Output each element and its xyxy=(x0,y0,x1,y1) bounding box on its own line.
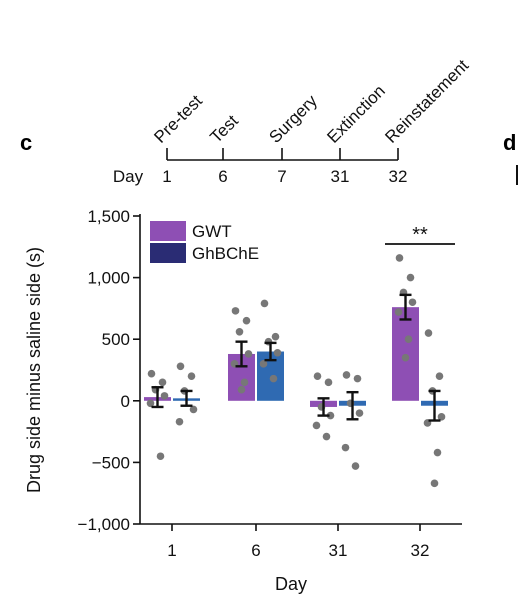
data-point xyxy=(324,378,333,387)
data-point xyxy=(147,369,156,378)
data-point xyxy=(326,411,335,420)
data-point xyxy=(235,328,244,336)
timeline-day-label: 31 xyxy=(331,167,350,186)
y-tick-label: −500 xyxy=(92,453,130,472)
panel-label-c: c xyxy=(20,130,32,155)
data-point xyxy=(408,298,417,307)
y-tick-label: 1,000 xyxy=(87,269,130,288)
data-point xyxy=(355,409,364,417)
data-point xyxy=(394,308,403,316)
data-point xyxy=(158,378,167,387)
data-point xyxy=(231,307,240,315)
data-point xyxy=(322,432,331,441)
data-point xyxy=(341,443,350,452)
x-tick-label: 1 xyxy=(167,541,176,560)
y-axis-title: Drug side minus saline side (s) xyxy=(24,247,44,493)
next-panel-edge xyxy=(516,165,518,185)
data-point xyxy=(269,374,278,383)
timeline-day-prefix: Day xyxy=(113,167,144,186)
data-point xyxy=(240,378,249,387)
y-tick-label: 500 xyxy=(102,330,130,349)
data-point xyxy=(353,374,362,383)
data-point xyxy=(342,371,351,379)
data-point xyxy=(187,372,196,380)
data-point xyxy=(395,254,404,262)
data-point xyxy=(424,329,433,337)
x-axis-title: Day xyxy=(275,574,307,594)
timeline-day-label: 7 xyxy=(277,167,286,186)
legend-swatch-gwt xyxy=(150,221,186,241)
y-tick-label: 1,500 xyxy=(87,207,130,226)
data-point xyxy=(242,316,251,325)
x-tick-label: 32 xyxy=(411,541,430,560)
data-point xyxy=(433,448,442,457)
data-point xyxy=(259,360,268,368)
data-point xyxy=(313,372,322,380)
data-point xyxy=(312,421,321,430)
timeline-event-label: Reinstatement xyxy=(381,56,472,147)
data-point xyxy=(404,335,413,344)
data-point xyxy=(244,350,253,358)
data-point xyxy=(146,399,155,408)
timeline-day-label: 6 xyxy=(218,167,227,186)
y-tick-label: −1,000 xyxy=(78,515,130,534)
data-point xyxy=(271,332,280,341)
data-point xyxy=(401,353,410,362)
timeline-event-label: Test xyxy=(206,111,242,147)
data-point xyxy=(237,385,246,394)
timeline-event-label: Extinction xyxy=(323,81,389,147)
y-tick-label: 0 xyxy=(121,392,130,411)
experiment-timeline: Day 1 Pre-test 6 Test 7 Surgery 31 Extinction 32 R… xyxy=(113,56,473,186)
data-point xyxy=(273,348,282,357)
data-point xyxy=(176,362,185,371)
timeline-day-label: 32 xyxy=(389,167,408,186)
data-point xyxy=(351,462,360,470)
data-point xyxy=(406,273,415,282)
legend-swatch-ghbche xyxy=(150,243,186,263)
data-point xyxy=(260,299,269,308)
x-tick-label: 6 xyxy=(251,541,260,560)
data-point xyxy=(437,413,446,421)
data-point xyxy=(156,452,165,461)
data-point xyxy=(160,392,169,400)
data-point xyxy=(175,417,184,426)
data-point xyxy=(189,405,198,414)
bar-chart: −1,000 −500 0 500 1,000 1,500 1 6 31 32 Day Drug si… xyxy=(24,207,462,594)
timeline-event-label: Pre-test xyxy=(150,91,206,147)
panel-label-d: d xyxy=(503,130,516,155)
data-point xyxy=(435,372,444,380)
data-point xyxy=(430,479,439,488)
x-tick-label: 31 xyxy=(329,541,348,560)
legend-label-ghbche: GhBChE xyxy=(192,244,259,263)
legend-label-gwt: GWT xyxy=(192,222,232,241)
timeline-day-label: 1 xyxy=(162,167,171,186)
legend: GWT GhBChE xyxy=(150,221,259,263)
significance-marker: ** xyxy=(412,224,428,246)
timeline-event-label: Surgery xyxy=(265,91,321,147)
